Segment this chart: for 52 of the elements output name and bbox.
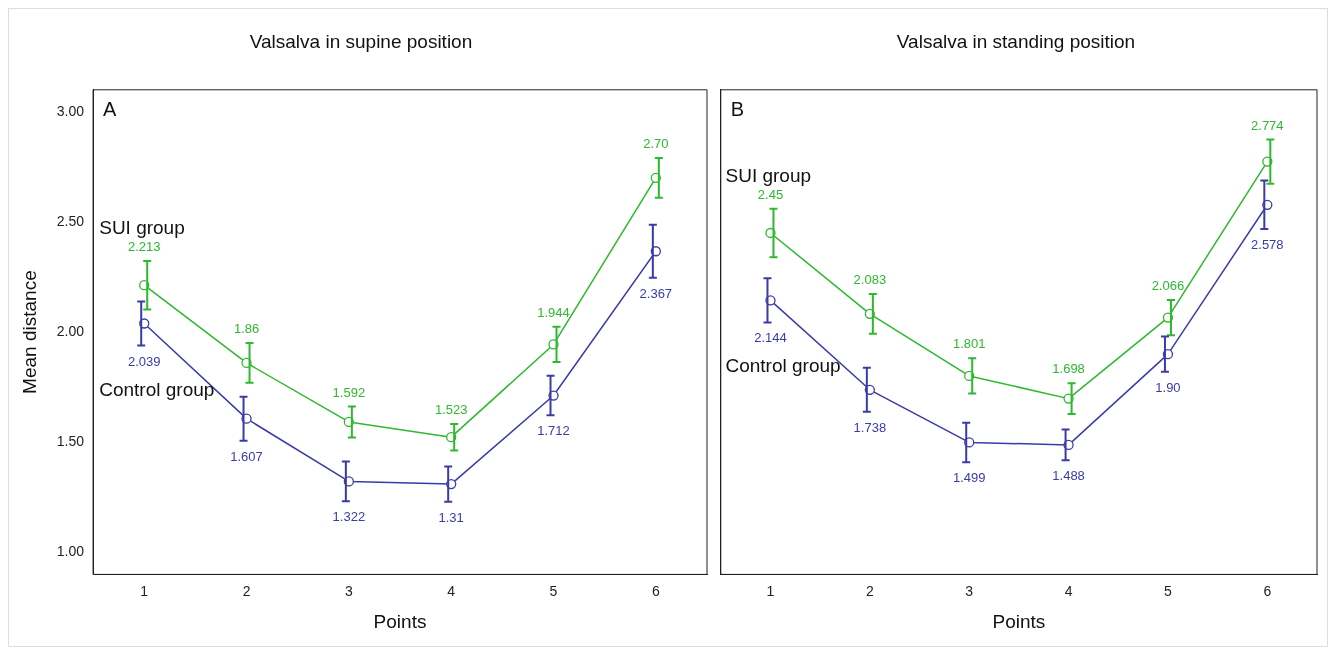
y-tick-label: 3.00 (56, 102, 85, 119)
data-label: 1.801 (952, 336, 986, 352)
data-label: 1.944 (537, 304, 570, 320)
data-label: 1.523 (434, 401, 468, 417)
data-label: 2.70 (643, 136, 669, 152)
data-label: 2.45 (757, 186, 784, 202)
x-tick-label: 5 (549, 582, 558, 599)
y-tick-label: 1.50 (56, 433, 85, 450)
data-label: 1.592 (332, 384, 366, 400)
chart-title: Valsalva in standing position (896, 30, 1136, 52)
data-label: 1.712 (537, 423, 570, 439)
annotation: A (103, 97, 118, 120)
data-label: 2.578 (1251, 237, 1284, 253)
data-label: 1.499 (952, 470, 986, 486)
data-label: 2.066 (1151, 277, 1185, 293)
annotation: B (730, 97, 745, 120)
x-tick-label: 3 (965, 582, 974, 599)
y-tick-label: 2.00 (56, 322, 85, 339)
series-label: Control group (99, 378, 215, 400)
x-tick-label: 2 (242, 582, 251, 599)
x-tick-label: 1 (140, 582, 149, 599)
data-label: 2.039 (127, 353, 161, 369)
data-label: 2.774 (1251, 117, 1284, 133)
data-label: 1.322 (332, 509, 366, 525)
x-axis-title: Points (373, 610, 427, 632)
data-label: 2.083 (853, 271, 887, 287)
data-label: 1.488 (1052, 468, 1085, 484)
data-label: 1.90 (1155, 379, 1181, 395)
data-label: 1.607 (230, 448, 263, 464)
data-label: 2.144 (754, 330, 787, 346)
data-label: 1.86 (233, 321, 260, 337)
data-label: 1.738 (853, 419, 887, 435)
y-tick-label: 2.50 (56, 212, 85, 229)
x-tick-label: 6 (651, 582, 660, 599)
chart-title: Valsalva in supine position (249, 30, 473, 52)
series-label: Control group (725, 355, 841, 377)
x-axis-title: Points (992, 610, 1046, 632)
data-label: 1.31 (438, 509, 464, 525)
x-tick-label: 1 (766, 582, 775, 599)
x-tick-label: 4 (447, 582, 456, 599)
y-tick-label: 1.00 (56, 543, 85, 560)
data-label: 1.698 (1052, 361, 1085, 377)
text: SUI group (99, 216, 185, 238)
x-tick-label: 4 (1064, 582, 1073, 599)
data-label: 2.367 (639, 285, 673, 301)
x-tick-label: 5 (1164, 582, 1173, 599)
x-tick-label: 3 (344, 582, 353, 599)
x-tick-label: 2 (865, 582, 874, 599)
y-axis-title: Mean distance (18, 270, 40, 394)
x-tick-label: 6 (1263, 582, 1272, 599)
text: SUI group (725, 164, 812, 186)
data-label: 2.213 (127, 238, 161, 254)
